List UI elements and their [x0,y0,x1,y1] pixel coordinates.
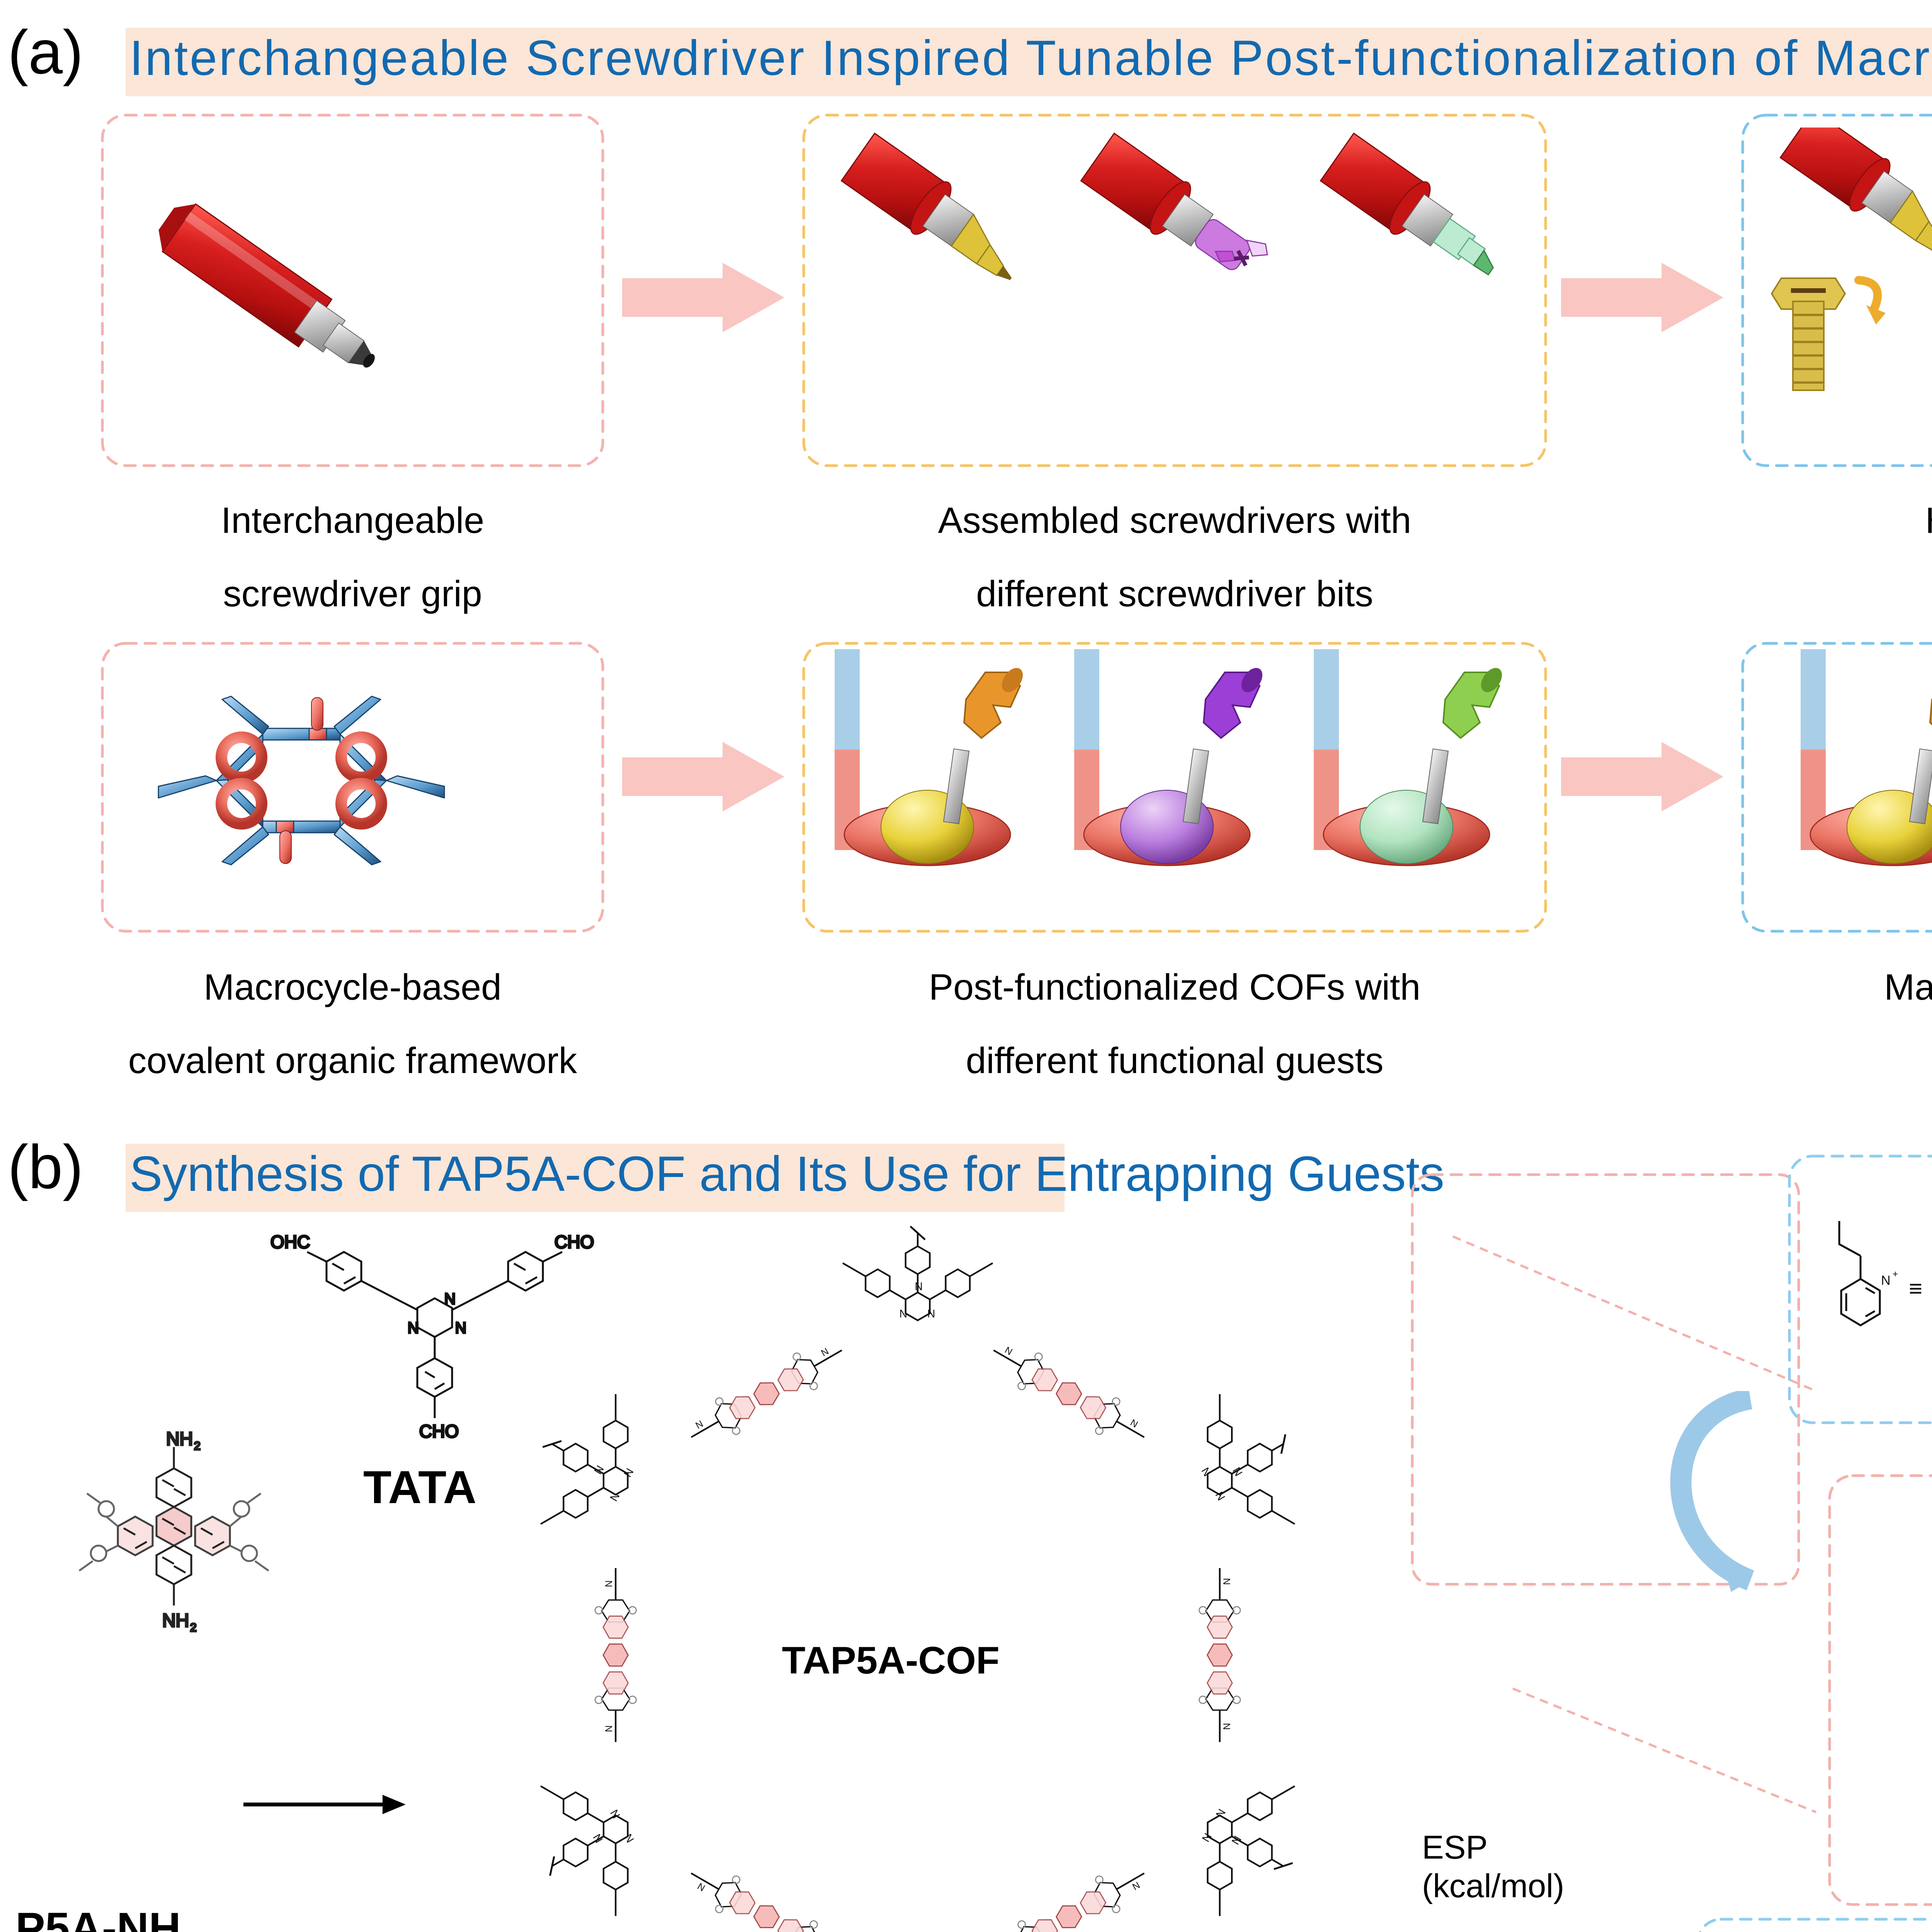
svg-text:OHC: OHC [270,1232,310,1252]
svg-text:NH: NH [162,1611,189,1631]
svg-text:NH: NH [166,1429,193,1449]
svg-text:P5A-NH: P5A-NH [15,1904,181,1932]
svg-text:N: N [1881,1273,1891,1288]
svg-text:TAP5A-COF: TAP5A-COF [782,1639,1000,1682]
svg-text:2: 2 [194,1440,201,1452]
svg-text:(kcal/mol): (kcal/mol) [1422,1868,1564,1905]
svg-text:+: + [1893,1269,1898,1279]
svg-text:18.4043: 18.4043 [1522,1929,1627,1932]
svg-text:2: 2 [190,1621,197,1634]
svg-text:≡: ≡ [1909,1276,1922,1301]
svg-text:ESP: ESP [1422,1829,1488,1866]
